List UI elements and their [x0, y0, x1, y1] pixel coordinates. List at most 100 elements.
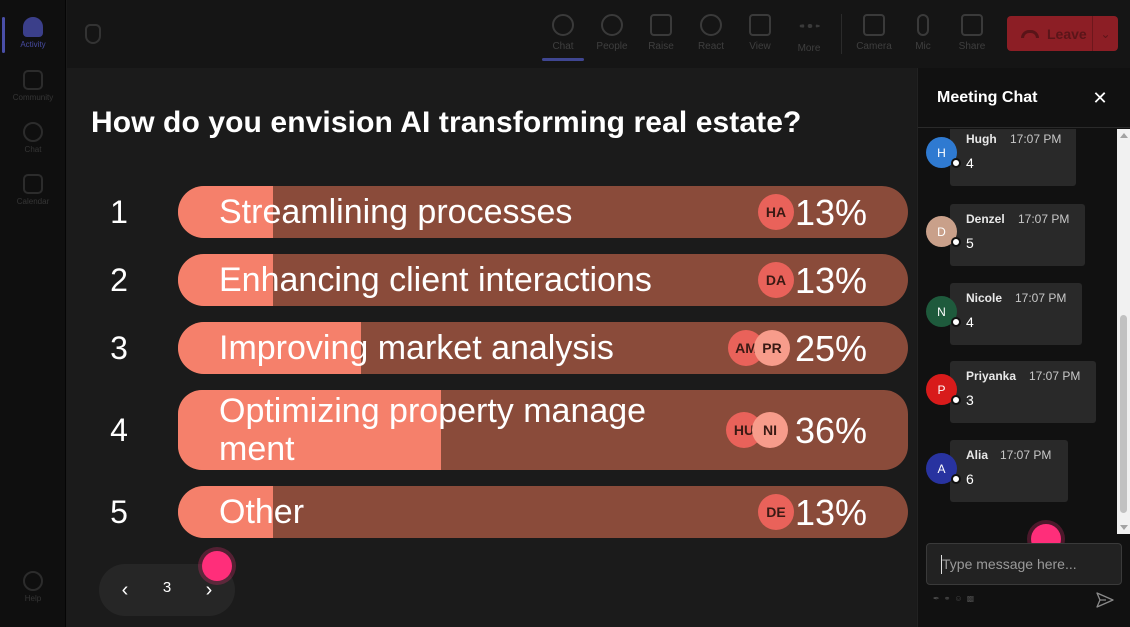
option-number: 3: [110, 330, 128, 366]
chat-scrollbar[interactable]: [1117, 129, 1130, 534]
avatar: N: [926, 296, 961, 327]
next-button[interactable]: ›: [195, 576, 223, 604]
message-bubble: Priyanka 17:07 PM 3: [950, 361, 1096, 423]
message-bubble: Hugh 17:07 PM 4: [950, 129, 1076, 186]
voter-avatar: PR: [754, 330, 790, 366]
rail-item-activity[interactable]: Activity: [0, 9, 66, 59]
leave-button[interactable]: Leave ⌄: [1007, 16, 1118, 51]
format-text-icon[interactable]: ✒: [933, 594, 940, 603]
chat-header: Meeting Chat ✕: [918, 68, 1130, 128]
voter-avatar: HA: [758, 194, 794, 230]
react-icon: [700, 14, 722, 36]
option-fill: [178, 486, 273, 538]
chevron-down-icon: ⌄: [1100, 26, 1111, 41]
close-icon: ✕: [1092, 88, 1108, 108]
scroll-down-arrow-icon[interactable]: [1120, 525, 1128, 530]
option-fill: [178, 254, 273, 306]
toolbar-mic-button[interactable]: Mic: [900, 8, 946, 64]
presence-indicator: [951, 237, 961, 247]
leave-label: Leave: [1047, 25, 1087, 42]
avatar: P: [926, 374, 961, 405]
help-icon: [23, 571, 43, 591]
toolbar-more-button[interactable]: More: [786, 8, 832, 64]
gif-icon[interactable]: ▩: [966, 594, 975, 603]
toolbar-chat-button[interactable]: Chat: [540, 8, 586, 64]
sender-name: Nicole: [966, 291, 1003, 305]
message-bubble: Alia 17:07 PM 6: [950, 440, 1068, 502]
poll-stage: How do you envision AI transforming real…: [67, 68, 916, 627]
poll-option: 2 Enhancing client interactions DA 13%: [67, 254, 916, 306]
scroll-up-arrow-icon[interactable]: [1120, 133, 1128, 138]
toolbar-label: Mic: [915, 41, 931, 52]
avatar-initial: A: [937, 461, 946, 476]
people-icon: [601, 14, 623, 36]
message-text: 4: [966, 155, 974, 171]
toolbar-react-button[interactable]: React: [688, 8, 734, 64]
emoji-icon[interactable]: ☺: [954, 594, 963, 603]
toolbar-divider: [841, 14, 842, 54]
rail-item-calendar[interactable]: Calendar: [0, 166, 66, 216]
meeting-toolbar: Chat People Raise React View More Camera…: [67, 0, 1130, 68]
voter-avatar: NI: [752, 412, 788, 448]
close-chat-button[interactable]: ✕: [1090, 88, 1110, 108]
option-percent: 13%: [794, 260, 867, 301]
attach-icon[interactable]: ⚭: [943, 594, 951, 603]
presence-indicator: [951, 395, 961, 405]
option-text: Improving market analysis: [219, 329, 614, 367]
presence-indicator: [951, 317, 961, 327]
toolbar-label: View: [749, 41, 771, 52]
message-time: 17:07 PM: [1029, 369, 1081, 383]
rail-item-label: Activity: [20, 40, 46, 49]
toolbar-camera-button[interactable]: Camera: [851, 8, 897, 64]
option-text: Enhancing client interactions: [219, 261, 652, 299]
chat-message-input[interactable]: [927, 544, 1121, 584]
scrollbar-thumb[interactable]: [1120, 315, 1127, 513]
toolbar-raise-button[interactable]: Raise: [638, 8, 684, 64]
option-bar: Enhancing client interactions DA 13%: [178, 254, 908, 306]
toolbar-label: Raise: [648, 41, 674, 52]
share-icon: [961, 14, 983, 36]
chat-title: Meeting Chat: [937, 89, 1038, 106]
poll-option: 4 Optimizing property manage ment HU NI …: [67, 390, 916, 470]
toolbar-view-button[interactable]: View: [737, 8, 783, 64]
rail-item-help[interactable]: Help: [0, 563, 66, 613]
avatar-initial: H: [937, 145, 946, 160]
message-text: 6: [966, 471, 974, 487]
page-number: 3: [162, 579, 172, 596]
message-time: 17:07 PM: [1018, 212, 1070, 226]
message-time: 17:07 PM: [1000, 448, 1052, 462]
send-icon[interactable]: [1096, 592, 1114, 608]
option-text: Other: [219, 493, 305, 531]
avatar: H: [926, 137, 961, 168]
toolbar-label: More: [797, 43, 821, 54]
avatar-initial: N: [937, 304, 946, 319]
rail-item-label: Community: [12, 93, 54, 102]
chat-input-box[interactable]: [926, 543, 1122, 585]
toolbar-share-button[interactable]: Share: [949, 8, 995, 64]
option-number: 1: [110, 194, 128, 230]
rail-item-community[interactable]: Community: [0, 62, 66, 112]
shield-icon: [85, 24, 101, 44]
option-percent: 36%: [794, 410, 867, 451]
option-number: 2: [110, 262, 128, 298]
message-text: 4: [966, 314, 974, 330]
rail-item-label: Help: [24, 594, 42, 603]
option-percent: 13%: [794, 492, 867, 533]
formatting-toolbar: ✒ ⚭ ☺ ▩: [933, 594, 974, 603]
bell-icon: [23, 17, 43, 37]
chat-message-list[interactable]: Hugh 17:07 PM 4 H Denzel 17:07 PM 5 D: [918, 129, 1117, 534]
leave-options-dropdown[interactable]: ⌄: [1092, 16, 1118, 51]
rail-item-label: Chat: [24, 145, 42, 154]
calendar-icon: [23, 174, 43, 194]
avatar-initial: D: [937, 224, 946, 239]
message-bubble: Nicole 17:07 PM 4: [950, 283, 1082, 345]
poll-question: How do you envision AI transforming real…: [91, 106, 802, 139]
rail-item-chat[interactable]: Chat: [0, 114, 66, 164]
previous-button[interactable]: ‹: [111, 576, 139, 604]
community-icon: [23, 70, 43, 90]
option-text: Streamlining processes: [219, 193, 573, 231]
view-icon: [749, 14, 771, 36]
voter-avatar: DE: [758, 494, 794, 530]
toolbar-people-button[interactable]: People: [589, 8, 635, 64]
more-icon: [798, 24, 820, 28]
